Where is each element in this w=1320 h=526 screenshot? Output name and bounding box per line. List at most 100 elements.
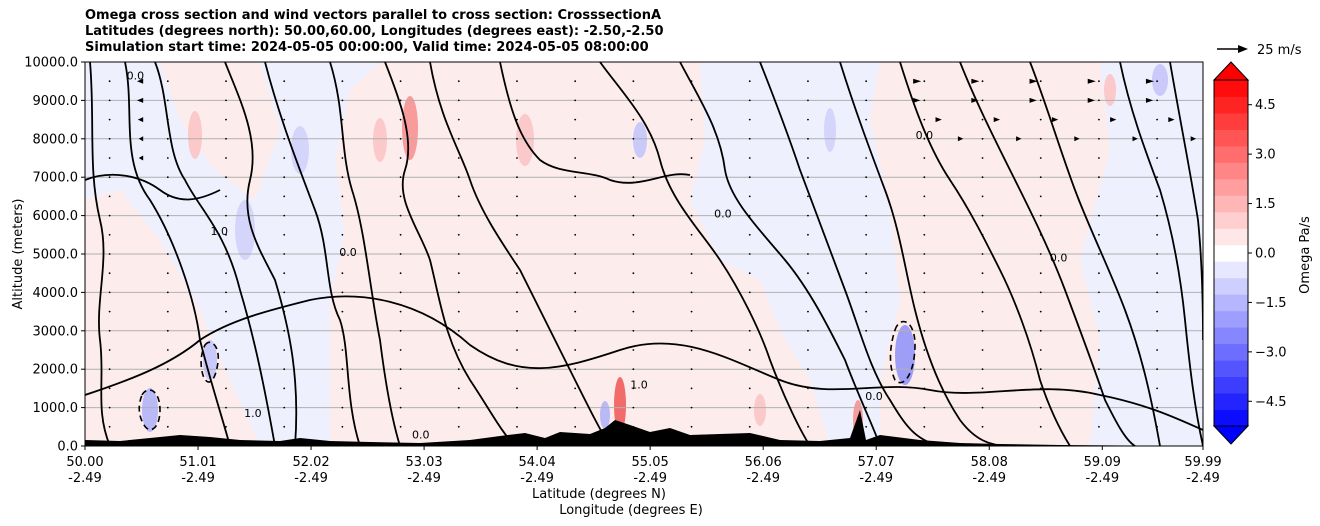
wind-vector-dot-317 xyxy=(1039,176,1042,179)
wind-vector-dot-307 xyxy=(1039,368,1042,371)
wind-vector-dot-2 xyxy=(108,387,111,390)
x-tick-label-lat-9: 59.09 xyxy=(1084,455,1121,470)
wind-vector-dot-315 xyxy=(1039,214,1042,217)
colorbar-tick-label-0: 4.5 xyxy=(1255,98,1276,113)
wind-vector-dot-238 xyxy=(807,233,809,236)
colorbar-band-10 xyxy=(1214,244,1248,262)
wind-vector-dot-347 xyxy=(1156,329,1159,332)
contour-label-0: 0.0 xyxy=(127,69,145,82)
wind-vector-dot-349 xyxy=(1156,291,1159,294)
wind-vector-dot-104 xyxy=(399,253,402,255)
wind-vector-dot-25 xyxy=(166,310,169,313)
wind-vector-dot-119 xyxy=(457,329,460,332)
wind-vector-dot-96 xyxy=(399,406,402,409)
wind-vector-dot-125 xyxy=(457,214,460,217)
wind-vector-dot-203 xyxy=(690,176,693,179)
wind-vector-dot-201 xyxy=(690,214,693,217)
contour-line-17 xyxy=(1119,62,1203,446)
wind-vector-dot-225 xyxy=(748,118,751,121)
y-tick-label-9: 9000.0 xyxy=(33,94,79,109)
wind-vector-dot-57 xyxy=(283,425,286,428)
wind-vector-dot-1 xyxy=(108,406,111,409)
wind-vector-dot-147 xyxy=(516,157,518,159)
wind-vector-dot-174 xyxy=(632,368,635,371)
wind-vector-dot-217 xyxy=(748,272,751,275)
wind-vector-dot-211 xyxy=(748,387,751,390)
wind-vector-dot-132 xyxy=(457,80,460,83)
contour-line-15 xyxy=(959,62,1136,446)
wind-vector-dot-111 xyxy=(399,118,402,121)
wind-vector-dot-18 xyxy=(108,80,111,83)
wind-vector-dot-149 xyxy=(516,118,518,121)
wind-vector-dot-193 xyxy=(690,368,693,371)
wind-vector-dot-229 xyxy=(807,406,809,409)
wind-vector-dot-102 xyxy=(399,291,402,294)
y-tick-label-6: 6000.0 xyxy=(33,209,79,224)
x-tick-label-lat-0: 50.00 xyxy=(66,455,103,470)
wind-vector-dot-259 xyxy=(865,195,868,198)
quiver-key-label: 25 m/s xyxy=(1257,43,1302,58)
contour-line-19 xyxy=(85,295,1203,431)
wind-vector-dot-156 xyxy=(574,349,577,351)
y-tick-label-8: 8000.0 xyxy=(33,132,79,147)
wind-vector-arrow-8 xyxy=(1087,97,1095,103)
omega-blob-positive-2 xyxy=(373,118,387,162)
wind-vector-dot-101 xyxy=(399,310,402,313)
wind-vector-dot-58 xyxy=(283,406,286,409)
colorbar-band-5 xyxy=(1214,327,1248,345)
wind-vector-dot-33 xyxy=(166,157,169,159)
wind-vector-dot-48 xyxy=(225,233,227,236)
wind-vector-dot-268 xyxy=(923,387,926,390)
wind-vector-dot-7 xyxy=(108,291,111,294)
omega-blob-positive-1 xyxy=(402,96,418,160)
wind-vector-dot-305 xyxy=(1039,406,1042,409)
wind-vector-dot-261 xyxy=(865,157,868,159)
wind-vector-dot-277 xyxy=(923,214,926,217)
x-axis-ticks: 50.00-2.4951.01-2.4952.02-2.4953.03-2.49… xyxy=(66,446,1222,486)
wind-vector-dot-195 xyxy=(690,329,693,332)
wind-vector-dot-163 xyxy=(574,214,577,217)
y-tick-label-2: 2000.0 xyxy=(33,363,79,378)
wind-vector-dot-248 xyxy=(865,406,868,409)
wind-vector-dot-95 xyxy=(399,425,402,428)
colorbar-band-1 xyxy=(1214,393,1248,411)
wind-vector-dot-286 xyxy=(981,406,984,409)
wind-vector-arrow-1 xyxy=(971,78,980,84)
wind-vector-dot-192 xyxy=(690,387,693,390)
wind-vector-dot-97 xyxy=(399,387,402,390)
wind-vector-dot-72 xyxy=(283,137,286,140)
colorbar-tick-label-6: −4.5 xyxy=(1255,395,1287,410)
wind-vector-dot-145 xyxy=(516,195,518,198)
wind-vector-dot-285 xyxy=(981,425,984,428)
y-tick-label-3: 3000.0 xyxy=(33,324,79,339)
wind-vector-dot-221 xyxy=(748,195,751,198)
wind-vector-dot-73 xyxy=(283,118,286,121)
contour-lines-negative xyxy=(138,320,916,431)
x-tick-label-lat-10: 59.99 xyxy=(1184,455,1221,470)
wind-vector-dot-80 xyxy=(341,349,344,351)
wind-vector-dot-215 xyxy=(748,310,751,313)
wind-vector-dot-356 xyxy=(1156,157,1159,159)
wind-vector-dot-5 xyxy=(108,329,111,332)
wind-vector-dot-250 xyxy=(865,368,868,371)
wind-vector-dot-118 xyxy=(457,349,460,351)
wind-vector-dot-122 xyxy=(457,272,460,275)
wind-vector-dot-337 xyxy=(1098,157,1100,159)
wind-vector-dot-172 xyxy=(632,406,635,409)
wind-vector-dot-242 xyxy=(807,157,809,159)
colorbar-band-16 xyxy=(1214,145,1248,163)
wind-vector-dot-165 xyxy=(574,176,577,179)
wind-vector-dot-26 xyxy=(166,291,169,294)
wind-vector-dot-0 xyxy=(108,425,111,428)
wind-vector-dot-239 xyxy=(807,214,809,217)
wind-vector-dot-155 xyxy=(574,368,577,371)
contour-label-8: 0.0 xyxy=(865,390,883,403)
wind-vector-dot-327 xyxy=(1098,349,1100,351)
wind-vector-dot-312 xyxy=(1039,272,1042,275)
terrain xyxy=(85,410,1203,446)
wind-vector-dot-157 xyxy=(574,329,577,332)
wind-vector-dot-206 xyxy=(690,118,693,121)
wind-vector-dot-17 xyxy=(108,99,111,102)
wind-vector-dot-98 xyxy=(399,368,402,371)
